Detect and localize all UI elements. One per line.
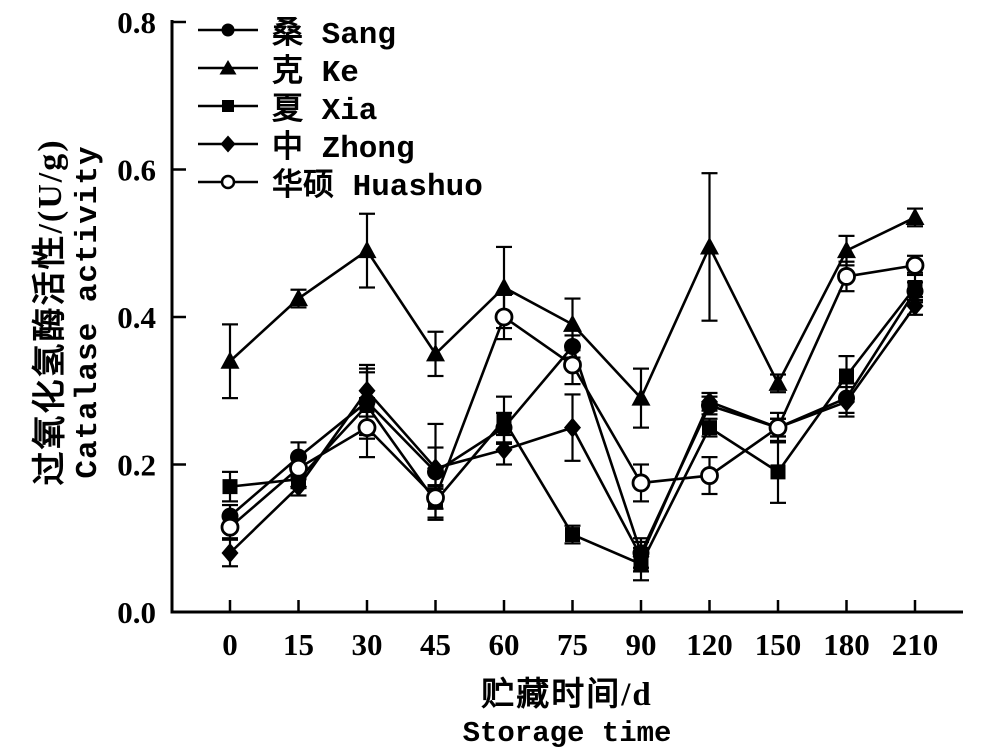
filled-triangle-marker-icon [198,60,258,75]
x-axis-title: 贮藏时间/d Storage time [463,667,672,748]
filled-square-marker-icon [198,100,258,112]
y-axis-title-zh: 过氧化氢酶活性/(U/g) [32,138,69,486]
svg-text:75: 75 [557,627,588,662]
svg-text:90: 90 [626,627,657,662]
legend-item-huashuo: 华硕 Huashuo [197,163,483,205]
y-axis-title: 过氧化氢酶活性/(U/g) Catalase activity [22,138,106,485]
legend-label-sang: 桑 Sang [272,18,397,53]
legend-label-ke: 克 Ke [272,56,359,91]
svg-text:0: 0 [222,627,238,662]
svg-text:45: 45 [420,627,451,662]
legend-label-huashuo: 华硕 Huashuo [272,170,483,205]
legend-label-zhong: 中 Zhong [272,132,415,167]
svg-text:0.6: 0.6 [117,153,156,188]
svg-text:210: 210 [892,627,939,662]
y-axis-title-en: Catalase activity [71,145,106,479]
svg-text:15: 15 [283,627,314,662]
legend-item-sang: 桑 Sang [197,11,483,53]
svg-text:0.0: 0.0 [117,595,156,630]
svg-text:180: 180 [823,627,870,662]
x-axis-title-en: Storage time [462,717,672,748]
legend-item-zhong: 中 Zhong [197,125,483,167]
svg-text:0.2: 0.2 [117,448,156,483]
legend-item-ke: 克 Ke [197,49,483,91]
svg-text:0.4: 0.4 [117,300,156,335]
legend: 桑 Sang 克 Ke 夏 Xia 中 Zhong [197,11,483,205]
svg-text:60: 60 [489,627,520,662]
filled-diamond-marker-icon [198,135,258,153]
svg-text:120: 120 [686,627,733,662]
svg-text:150: 150 [755,627,802,662]
filled-circle-marker-icon [198,23,258,37]
x-axis-title-zh: 贮藏时间/d [481,677,653,713]
legend-label-xia: 夏 Xia [272,94,378,129]
svg-text:0.8: 0.8 [117,5,156,40]
svg-text:30: 30 [352,627,383,662]
open-circle-marker-icon [198,174,258,190]
legend-item-xia: 夏 Xia [197,87,483,129]
